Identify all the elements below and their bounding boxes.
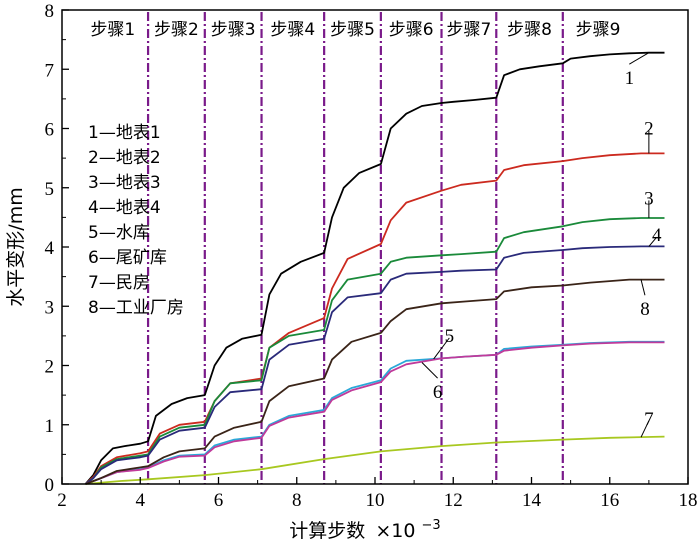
curve-label-leader [640,420,650,438]
y-tick-label: 3 [45,297,55,318]
curve-label-leader [433,337,450,360]
step-label: 步骤3 [211,20,256,40]
x-tick-label: 12 [444,490,463,511]
y-tick-label: 6 [45,120,55,141]
series-line [85,278,665,485]
axis-titles: 水平变形/mm 计算步数 ×10 −3 [5,187,441,542]
x-tick-label: 6 [214,490,224,511]
curve-label-leader [640,279,646,296]
x-axis-title-main: 计算步数 [289,520,365,542]
y-tick-label: 4 [45,238,55,259]
y-tick-label: 5 [45,179,55,200]
series-line [84,217,665,485]
step-label: 步骤2 [154,20,199,40]
x-axis-title: 计算步数 ×10 −3 [289,518,440,542]
curve-label: 2 [644,119,654,140]
legend-entry: 7—民房 [88,273,150,293]
y-axis-title: 水平变形/mm [5,187,27,306]
x-tick-label: 4 [136,490,146,511]
y-tick-label: 8 [45,1,55,22]
series-line [84,51,665,485]
legend: 1—地表1 2—地表2 3—地表3 4—地表4 5—水库 6—尾矿库 7—民房 8—工业厂房 [88,123,184,318]
step-label: 步骤5 [330,20,375,40]
step-labels: 步骤1 步骤2 步骤3 步骤4 步骤5 步骤6 步骤7 步骤8 步骤9 [90,20,620,40]
legend-entry: 3—地表3 [88,173,161,193]
x-tick-label: 2 [57,490,67,511]
x-tick-label: 14 [522,490,542,511]
step-boundary-lines [146,12,564,484]
series-line [84,245,665,485]
step-label: 步骤9 [576,20,621,40]
curve-label: 8 [640,299,650,320]
curve-label: 7 [644,409,654,430]
curve-label: 5 [445,326,455,347]
y-tick-label: 7 [45,60,55,81]
legend-entry: 5—水库 [88,223,150,243]
curve-label: 4 [652,225,662,246]
series-line [85,341,665,485]
legend-entry: 4—地表4 [88,198,161,218]
legend-entry: 1—地表1 [88,123,161,143]
x-tick-label: 16 [600,490,619,511]
curve-labels: 1 2 3 4 5 6 7 8 [421,52,662,438]
series-line [85,435,665,485]
curve-label-leader [421,362,438,379]
step-label: 步骤8 [507,20,552,40]
x-tick-label: 10 [366,490,385,511]
legend-entry: 2—地表2 [88,148,161,168]
step-label: 步骤1 [90,20,135,40]
series-line [84,152,665,485]
step-label: 步骤6 [389,20,434,40]
x-tick-label: 8 [292,490,302,511]
legend-entry: 6—尾矿库 [88,248,167,268]
series-line [85,340,665,485]
y-tick-label: 2 [45,357,55,378]
step-label: 步骤4 [270,20,315,40]
curve-label-leader [629,52,650,65]
step-label: 步骤7 [446,20,491,40]
y-tick-label: 0 [45,475,55,496]
y-tick-label: 1 [45,416,55,437]
legend-entry: 8—工业厂房 [88,298,184,318]
curve-label-leader [648,236,658,247]
x-tick-label: 18 [679,490,698,511]
curve-label: 1 [625,68,635,89]
x-axis-title-scale: ×10 [375,520,415,542]
series-lines [84,51,665,485]
x-axis-title-exponent: −3 [422,518,441,533]
curve-label: 3 [644,188,654,209]
curve-label: 6 [433,382,443,403]
